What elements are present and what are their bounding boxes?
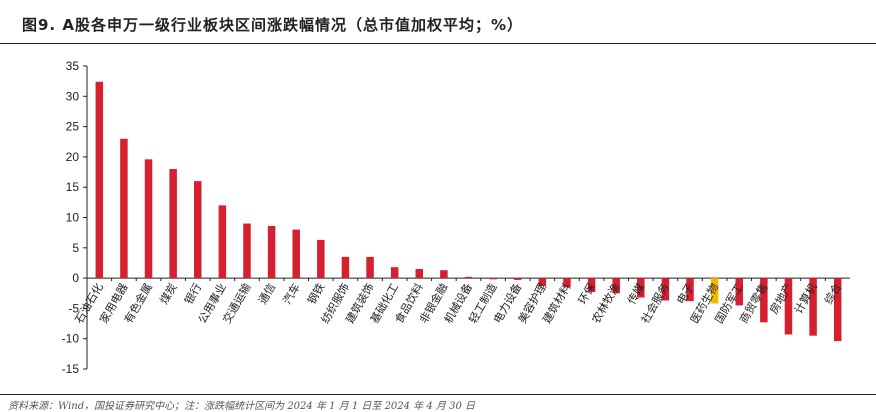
x-tick-label: 银行 bbox=[181, 281, 204, 307]
bar bbox=[341, 256, 350, 279]
bar bbox=[95, 81, 104, 279]
bar bbox=[563, 278, 571, 288]
bar bbox=[390, 267, 399, 279]
bar bbox=[538, 278, 547, 286]
bar bbox=[784, 278, 793, 335]
chart-title: 图9. A股各申万一级行业板块区间涨跌幅情况（总市值加权平均；%） bbox=[22, 16, 523, 34]
bar bbox=[833, 278, 842, 342]
y-tick-label: 0 bbox=[72, 271, 79, 285]
bar bbox=[194, 181, 202, 279]
footer-rule bbox=[0, 394, 876, 395]
bar bbox=[169, 169, 177, 279]
bar bbox=[317, 239, 325, 279]
y-axis: -15 -10 -5 0 5 10 15 20 25 30 35 bbox=[62, 59, 850, 376]
bar bbox=[144, 159, 153, 279]
bar bbox=[637, 278, 645, 298]
bar bbox=[267, 225, 276, 279]
y-tick-label: 10 bbox=[66, 211, 80, 225]
bar bbox=[809, 278, 817, 336]
x-tick-label: 汽车 bbox=[280, 281, 303, 307]
x-tick-label: 煤炭 bbox=[157, 281, 179, 307]
bar bbox=[686, 278, 694, 302]
bars bbox=[86, 81, 842, 342]
x-tick-label: 通信 bbox=[256, 281, 278, 307]
title-bar: 图9. A股各申万一级行业板块区间涨跌幅情况（总市值加权平均；%） bbox=[0, 0, 876, 44]
bar bbox=[612, 278, 620, 294]
bar bbox=[120, 138, 128, 279]
source-note: 资料来源：Wind，国投证券研究中心；注：涨跌幅统计区间为 2024 年 1 月… bbox=[8, 401, 475, 412]
bar bbox=[440, 270, 448, 279]
bar bbox=[735, 278, 743, 306]
bar bbox=[292, 229, 300, 279]
bar bbox=[710, 278, 719, 304]
bar bbox=[489, 278, 497, 280]
bar bbox=[415, 269, 424, 279]
y-tick-label: 25 bbox=[66, 120, 80, 134]
y-tick-label: -10 bbox=[62, 332, 80, 346]
bar bbox=[366, 256, 374, 279]
x-tick-label: 钢铁 bbox=[305, 281, 327, 307]
y-tick-label: 20 bbox=[66, 150, 80, 164]
bar bbox=[661, 278, 670, 301]
bar bbox=[243, 223, 251, 279]
y-tick-label: 30 bbox=[66, 89, 80, 103]
bar bbox=[760, 278, 768, 323]
y-tick-label: -15 bbox=[62, 362, 80, 376]
bar bbox=[218, 205, 227, 279]
y-tick-label: 5 bbox=[72, 241, 79, 255]
bar bbox=[464, 276, 473, 279]
y-tick-label: 35 bbox=[66, 59, 80, 73]
bar bbox=[513, 278, 522, 280]
y-tick-label: -5 bbox=[68, 301, 79, 315]
y-tick-label: 15 bbox=[66, 180, 80, 194]
bar bbox=[587, 278, 596, 293]
